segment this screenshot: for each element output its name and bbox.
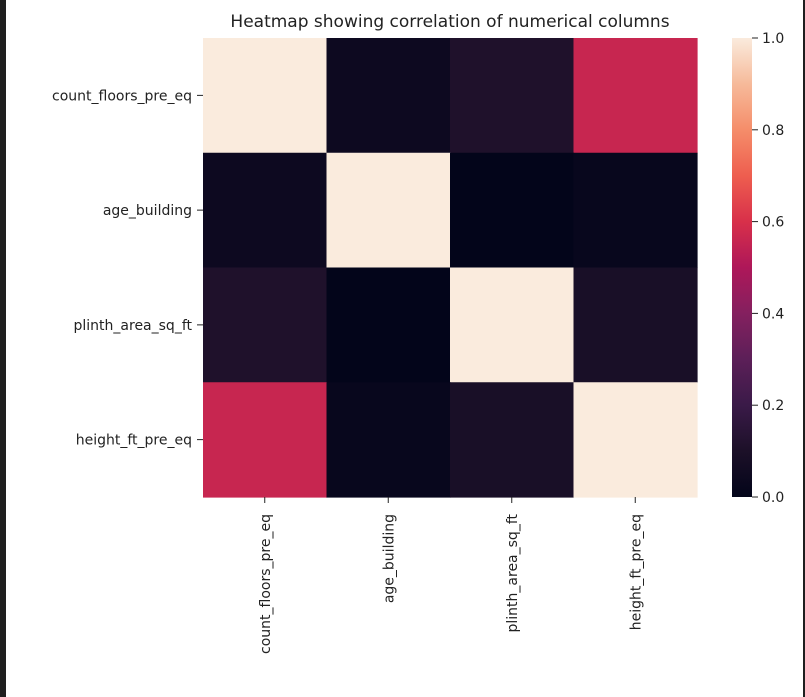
heatmap-cell — [326, 38, 451, 154]
heatmap-cell — [203, 152, 328, 269]
y-axis-tick-labels: count_floors_pre_eq age_building plinth_ar… — [52, 88, 203, 449]
y-tick-label: height_ft_pre_eq — [76, 433, 192, 449]
heatmap-cell — [573, 152, 698, 269]
colorbar-tick-label: 1.0 — [762, 31, 784, 47]
heatmap-cell — [573, 38, 698, 154]
colorbar-tick-label: 0.2 — [762, 398, 784, 414]
heatmap-cell — [203, 267, 328, 383]
heatmap-cell — [326, 152, 451, 269]
colorbar-tick-label: 0.6 — [762, 215, 784, 231]
x-tick-label: count_floors_pre_eq — [258, 514, 274, 654]
heatmap-cell — [326, 382, 451, 498]
x-tick-label: plinth_area_sq_ft — [505, 514, 521, 633]
x-axis-tick-labels: count_floors_pre_eq age_building plinth_ar… — [258, 497, 644, 654]
heatmap-cell — [450, 382, 575, 498]
heatmap-cells — [203, 38, 698, 498]
heatmap-cell — [573, 267, 698, 383]
colorbar-tick-label: 0.8 — [762, 123, 784, 139]
heatmap-cell — [203, 38, 328, 154]
colorbar-tick-label: 0.0 — [762, 490, 784, 506]
x-tick-label: age_building — [381, 514, 397, 603]
chart-title: Heatmap showing correlation of numerical… — [230, 12, 669, 32]
colorbar-tick-label: 0.4 — [762, 306, 784, 322]
x-tick-label: height_ft_pre_eq — [628, 514, 644, 630]
heatmap-cell — [573, 382, 698, 498]
y-tick-label: plinth_area_sq_ft — [74, 318, 193, 334]
y-tick-label: count_floors_pre_eq — [52, 88, 192, 104]
y-tick-label: age_building — [103, 203, 192, 219]
heatmap-cell — [203, 382, 328, 498]
heatmap-cell — [450, 152, 575, 269]
heatmap-cell — [450, 267, 575, 383]
colorbar — [732, 38, 752, 497]
colorbar-ticks: 0.0 0.2 0.4 0.6 0.8 1.0 — [752, 31, 784, 506]
heatmap-cell — [450, 38, 575, 154]
heatmap-cell — [326, 267, 451, 383]
